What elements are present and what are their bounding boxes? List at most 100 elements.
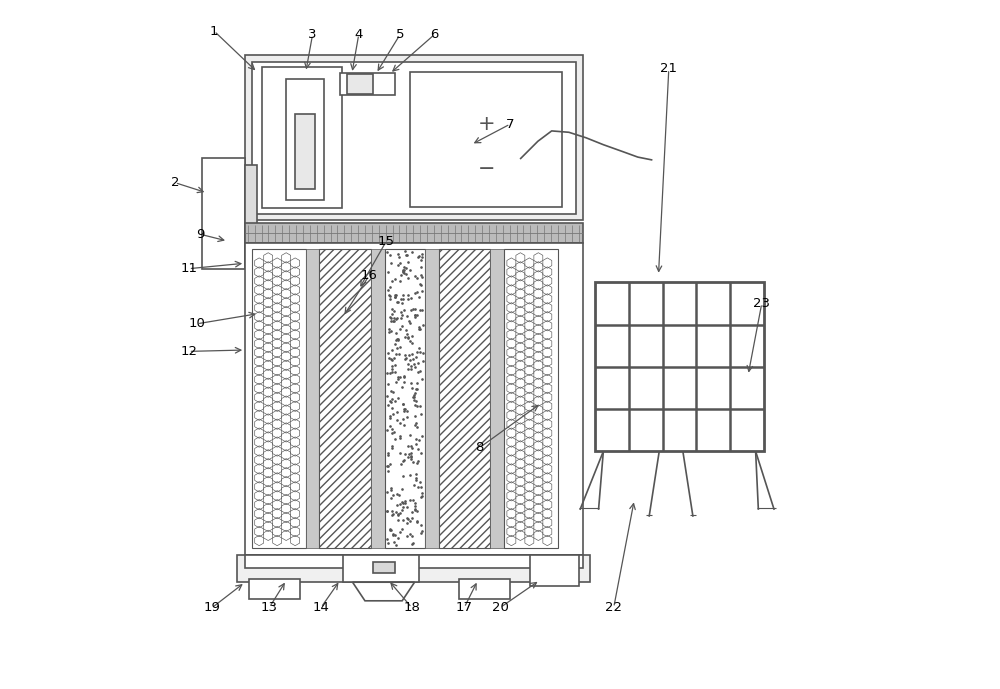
Point <box>395 289 411 300</box>
Point <box>402 355 418 366</box>
Point <box>400 294 416 305</box>
Point <box>379 506 395 517</box>
Point <box>384 402 400 413</box>
Point <box>413 520 429 531</box>
Point <box>395 471 411 482</box>
Point <box>394 320 410 331</box>
Bar <box>347 74 373 94</box>
Point <box>389 407 405 418</box>
Point <box>414 431 430 442</box>
Point <box>406 395 422 406</box>
Point <box>399 411 415 422</box>
Point <box>400 332 416 343</box>
Point <box>388 506 404 517</box>
Point <box>407 504 423 515</box>
Point <box>395 502 411 513</box>
Bar <box>373 562 395 573</box>
Point <box>383 325 399 336</box>
Point <box>400 364 416 375</box>
Point <box>387 291 403 302</box>
Text: 23: 23 <box>753 297 770 309</box>
Bar <box>262 67 342 208</box>
Point <box>412 477 428 488</box>
Point <box>383 396 399 407</box>
Point <box>397 245 413 256</box>
Point <box>379 533 395 544</box>
Point <box>408 383 424 394</box>
Text: 21: 21 <box>660 63 677 75</box>
Point <box>381 353 397 364</box>
Point <box>407 497 423 508</box>
Text: 4: 4 <box>355 28 363 41</box>
Point <box>394 310 410 321</box>
Text: 11: 11 <box>180 263 197 275</box>
Point <box>412 347 428 358</box>
Polygon shape <box>353 582 415 601</box>
Point <box>403 293 419 304</box>
Point <box>400 514 416 525</box>
Point <box>394 298 410 309</box>
Point <box>380 400 396 411</box>
Point <box>390 508 406 520</box>
Point <box>382 411 398 422</box>
Point <box>408 472 424 483</box>
Point <box>384 442 400 453</box>
Point <box>397 498 413 509</box>
Point <box>390 260 406 271</box>
Point <box>402 470 418 481</box>
Point <box>379 461 395 472</box>
Point <box>392 418 408 429</box>
Point <box>398 249 414 260</box>
Point <box>414 526 430 537</box>
Text: 22: 22 <box>605 601 622 614</box>
Bar <box>306 249 319 548</box>
Point <box>413 254 429 265</box>
Point <box>415 356 431 367</box>
Point <box>395 413 411 424</box>
Point <box>387 359 403 370</box>
Point <box>380 461 396 472</box>
Point <box>406 359 422 370</box>
Point <box>401 448 417 459</box>
Point <box>397 331 413 342</box>
Bar <box>202 158 245 269</box>
Point <box>404 530 420 541</box>
Point <box>390 515 406 526</box>
Point <box>380 537 396 548</box>
Point <box>389 312 405 323</box>
Point <box>413 261 429 272</box>
Point <box>395 294 411 305</box>
Point <box>405 304 421 315</box>
Point <box>412 365 428 376</box>
Point <box>384 367 400 378</box>
Point <box>395 267 411 278</box>
Point <box>386 313 402 324</box>
Point <box>390 249 406 260</box>
Point <box>410 367 426 378</box>
Point <box>389 489 405 500</box>
Point <box>383 524 399 535</box>
Point <box>407 288 423 299</box>
Point <box>400 289 416 300</box>
Point <box>382 311 398 322</box>
Point <box>393 269 409 280</box>
Bar <box>340 73 395 95</box>
Point <box>390 533 406 544</box>
Point <box>407 399 423 410</box>
Point <box>390 371 406 382</box>
Point <box>386 426 402 438</box>
Point <box>384 354 400 365</box>
Point <box>384 344 400 355</box>
Point <box>401 349 417 360</box>
Point <box>382 525 398 536</box>
Point <box>396 305 412 316</box>
Point <box>407 410 423 421</box>
Point <box>407 500 423 511</box>
Point <box>379 506 395 517</box>
Point <box>405 392 421 403</box>
Point <box>397 353 413 364</box>
Text: 17: 17 <box>456 601 473 614</box>
Point <box>398 263 414 274</box>
Point <box>410 444 426 455</box>
Bar <box>249 579 300 599</box>
